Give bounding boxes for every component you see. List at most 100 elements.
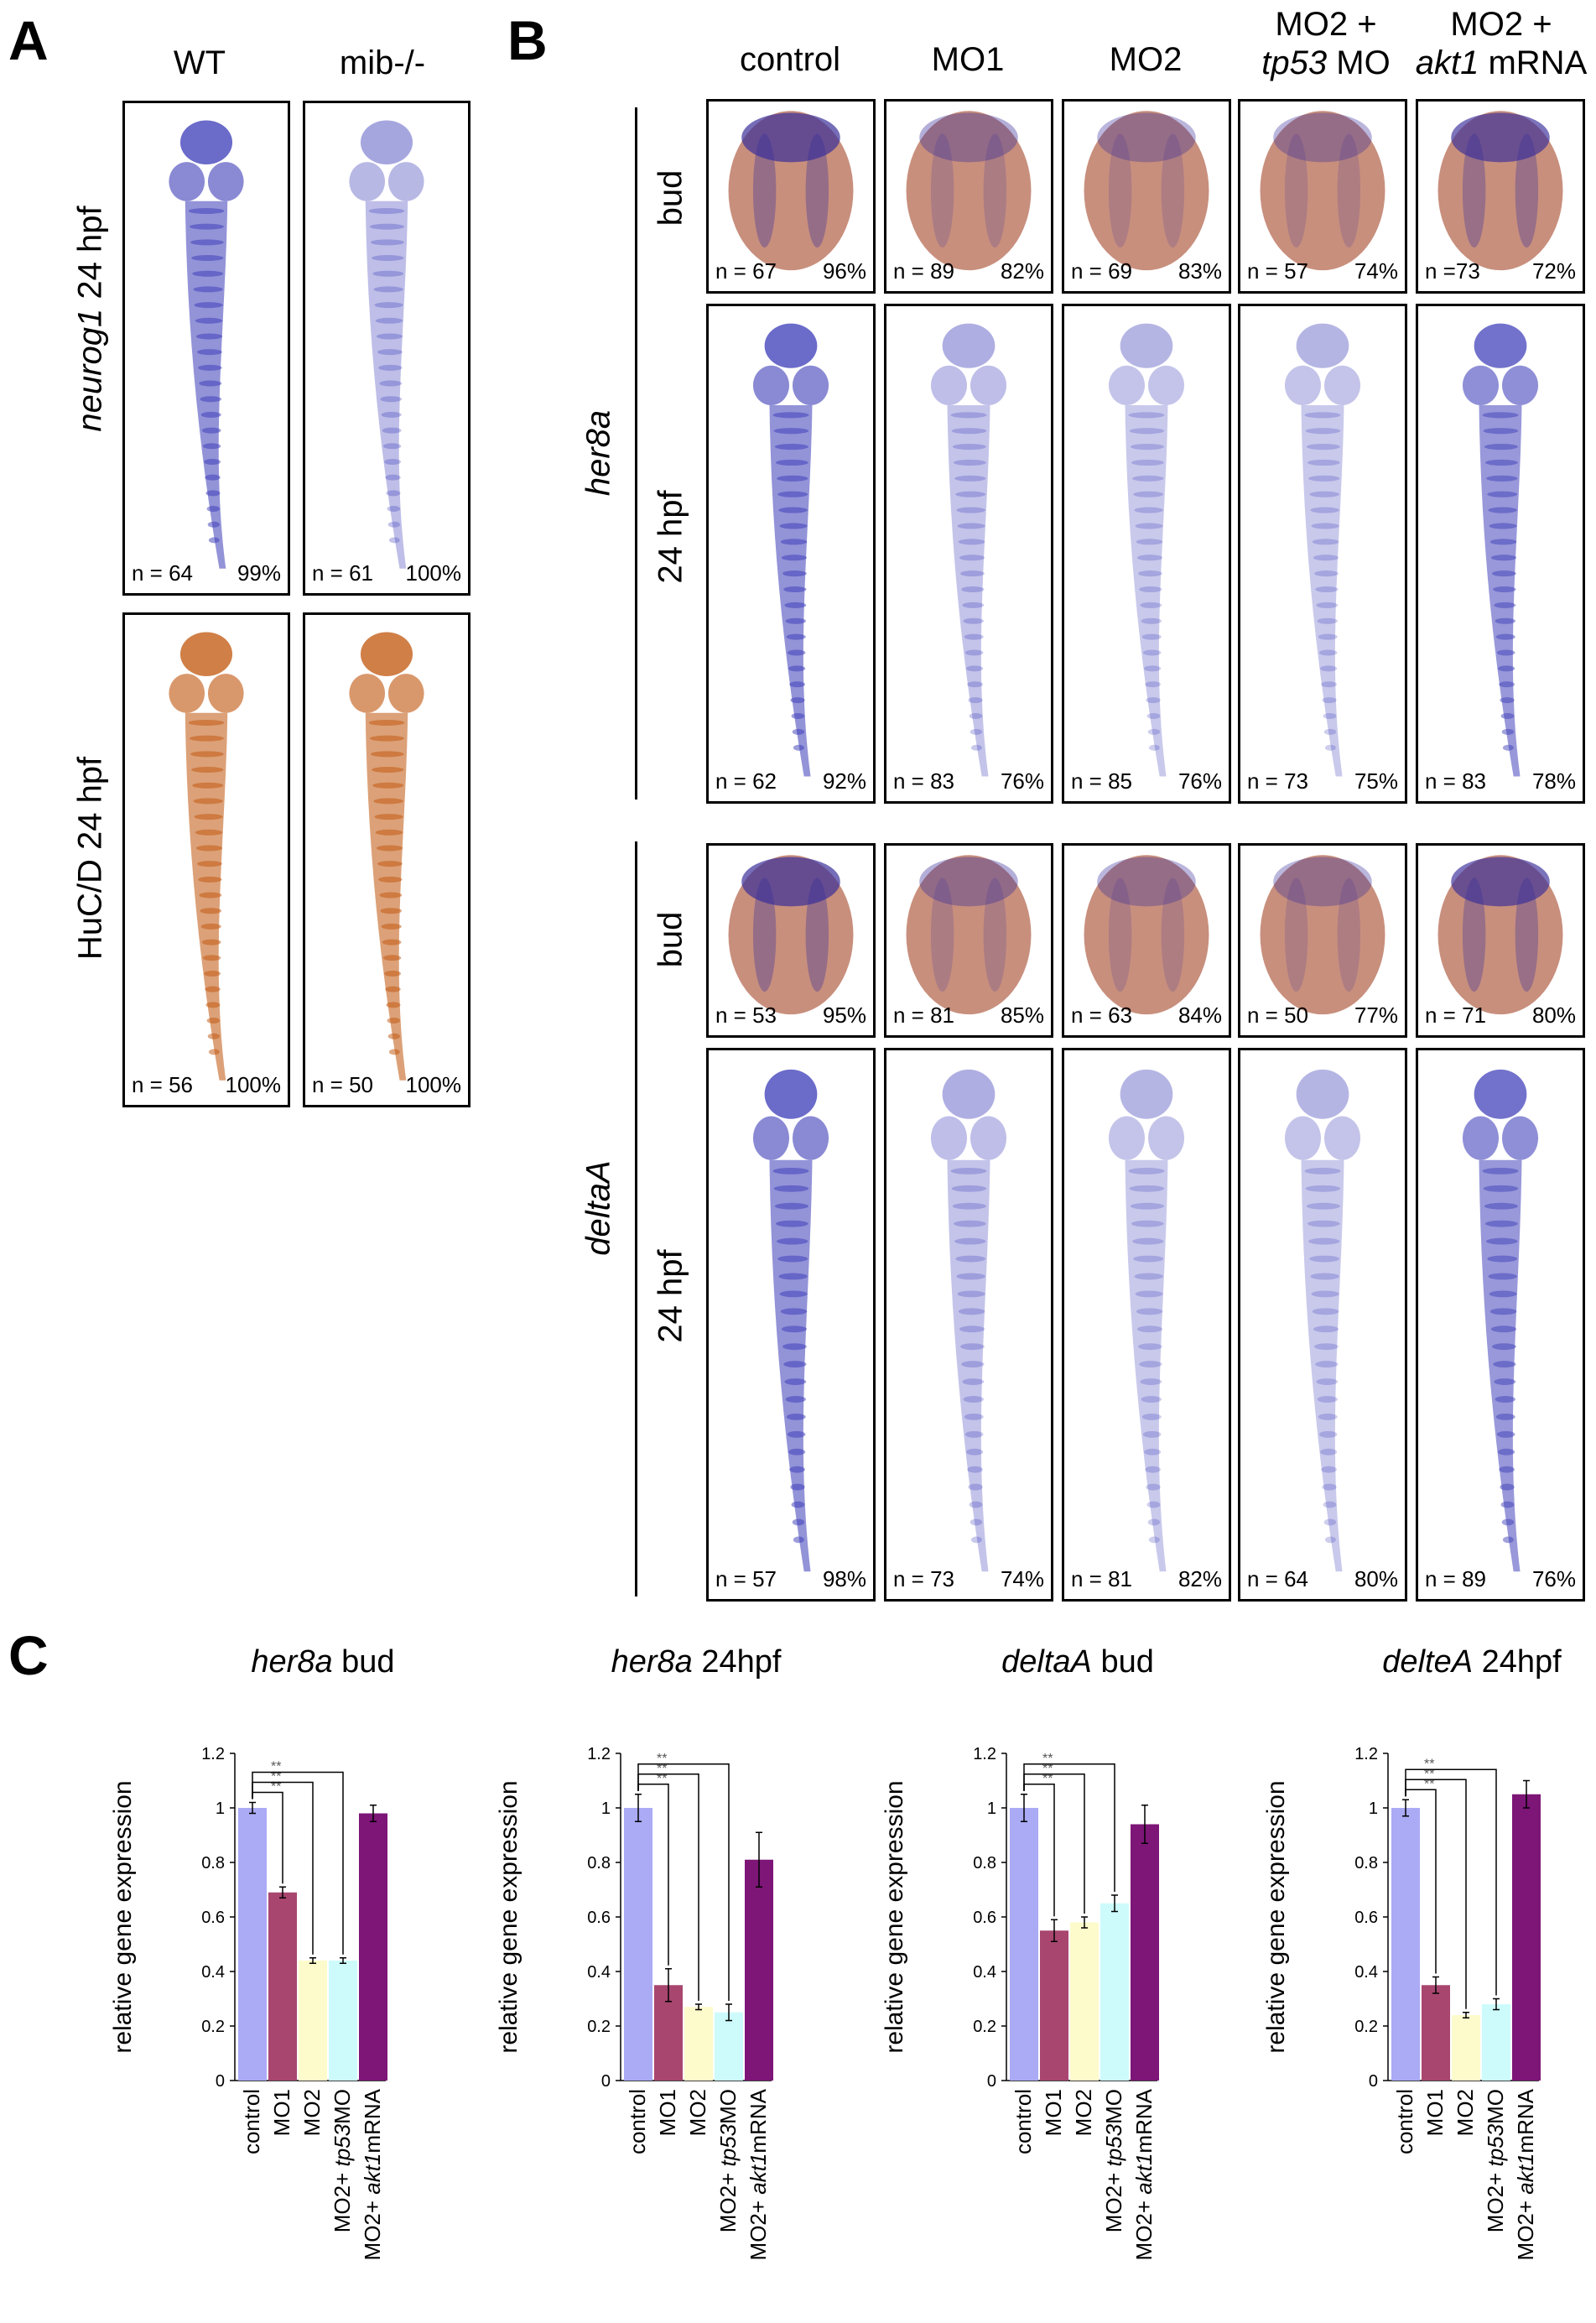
x-tick-label: control [625,2089,650,2154]
deltaA-bud-tile-5: n = 71 80% [1416,843,1585,1038]
embryo-image [930,323,1007,777]
chart-title: delteA 24hpf [1382,1644,1562,1680]
significance-mark: ** [271,1760,281,1774]
bar-control [624,1808,652,2081]
x-tick-label: MO2+ tp53MO [715,2089,741,2232]
embryo-image [728,111,854,271]
sample-count: n = 81 [893,1003,955,1028]
her8a-24hpf-tile-5: n = 83 78% [1416,304,1585,804]
sample-percent: 74% [1000,1566,1044,1591]
bar-control [238,1808,267,2081]
chart-title: deltaA bud [1001,1644,1154,1680]
bar-MO1 [1040,1930,1068,2081]
x-tick-label: MO2 [685,2089,710,2136]
embryo-image [906,855,1032,1015]
bar-MO2+ tp53MO [1482,2004,1510,2081]
panel-b-col-mo1: MO1 [931,41,1005,78]
deltaA-24hpf-tile-4: n = 64 80% [1238,1048,1407,1602]
sample-count: n = 57 [1247,258,1309,284]
y-tick-label: 0.6 [973,1909,996,1927]
bar-MO2+ tp53MO [715,2012,743,2081]
sample-percent: 76% [1000,768,1044,794]
significance-bracket [637,1763,730,2001]
embryo-image [930,1069,1007,1572]
sample-percent: 98% [822,1566,866,1591]
embryo-image [1260,111,1385,271]
sample-count: n = 64 [132,560,194,586]
panel-a-col-mib: mib-/- [339,44,426,81]
her8a-bud-tile-2: n = 89 82% [884,99,1053,294]
bar-chart-3: relative gene expression 0 0.2 0.4 0.6 0.8 1 1.… [872,1711,1174,2307]
chart-svg: relative gene expression 0 0.2 0.4 0.6 0.8 1 1.… [1262,1745,1541,2260]
sample-count: n = 73 [893,1566,955,1591]
bar-MO1 [1422,1985,1450,2081]
her8a-group-bracket [635,107,637,800]
y-axis-label: relative gene expression [495,1780,522,2053]
chart-svg: relative gene expression 0 0.2 0.4 0.6 0.8 1 1.… [495,1745,773,2260]
bar-MO2+ akt1mRNA [745,1859,773,2081]
sample-percent: 82% [1000,258,1044,284]
her8a-bud-tile-1: n = 67 96% [706,99,876,294]
bar-MO2 [1070,1922,1099,2081]
x-tick-label: MO1 [269,2089,294,2136]
bar-MO2+ akt1mRNA [1512,1794,1541,2081]
sample-count: n = 57 [715,1566,777,1591]
sample-count: n = 73 [1247,768,1309,794]
y-tick-label: 1 [601,1800,611,1818]
y-tick-label: 0 [987,2072,996,2091]
y-tick-label: 0.2 [587,2018,611,2036]
x-tick-label: control [1392,2089,1417,2154]
sample-count: n = 71 [1425,1003,1487,1028]
sample-percent: 85% [1000,1003,1044,1028]
sample-count: n = 50 [1247,1003,1309,1028]
embryo-image [1284,323,1361,777]
embryo-image [1437,855,1563,1015]
y-axis-label: relative gene expression [1262,1780,1290,2053]
sample-count: n = 81 [1071,1566,1133,1591]
significance-bracket [1023,1763,1115,1892]
y-tick-label: 0.8 [587,1854,611,1872]
sample-percent: 80% [1531,1003,1576,1028]
sample-count: n =73 [1425,258,1480,284]
sample-percent: 95% [822,1003,866,1028]
y-tick-label: 0.4 [587,1963,611,1982]
sample-percent: 100% [405,1072,462,1097]
y-axis-label: relative gene expression [881,1780,908,2053]
bar-control [1010,1808,1038,2081]
sample-percent: 72% [1531,258,1576,284]
her8a-bud-tile-5: n =73 72% [1416,99,1585,294]
x-tick-label: MO2+ tp53MO [1483,2089,1508,2232]
deltaA-24hpf-tile-2: n = 73 74% [884,1048,1053,1602]
deltaA-24hpf-tile-5: n = 89 76% [1416,1048,1585,1602]
panel-b-letter: B [507,9,548,71]
embryo-image [1108,323,1185,777]
x-tick-label: MO1 [1041,2089,1066,2136]
y-tick-label: 0.8 [201,1854,225,1872]
y-tick-label: 1 [216,1800,225,1818]
sample-percent: 76% [1178,768,1222,794]
deltaA-bud-tile-3: n = 63 84% [1062,843,1231,1038]
y-tick-label: 0.6 [587,1909,611,1927]
sample-count: n = 83 [1425,768,1487,794]
significance-mark: ** [657,1762,667,1776]
chart-svg: relative gene expression 0 0.2 0.4 0.6 0.8 1 1.… [881,1745,1159,2260]
sample-percent: 75% [1354,768,1398,794]
sample-percent: 84% [1178,1003,1222,1028]
significance-mark: ** [1042,1752,1053,1766]
sample-percent: 80% [1354,1566,1398,1591]
y-tick-label: 0.4 [201,1963,225,1982]
panel-c-letter: C [8,1624,49,1686]
panel-b-col-mo2-tp53: MO2 + tp53 MO [1261,6,1391,81]
embryo-image [752,1069,829,1572]
significance-bracket [252,1771,344,1955]
sample-percent: 77% [1354,1003,1398,1028]
sample-count: n = 67 [715,258,777,284]
y-tick-label: 0.2 [1354,2018,1378,2036]
significance-mark: ** [271,1780,281,1794]
sample-percent: 74% [1354,258,1398,284]
deltaA-bud-tile-2: n = 81 85% [884,843,1053,1038]
deltaA-bud-label: bud [652,911,689,968]
sample-count: n = 61 [312,560,374,586]
embryo-image [1437,111,1563,271]
embryo-image [1284,1069,1361,1572]
